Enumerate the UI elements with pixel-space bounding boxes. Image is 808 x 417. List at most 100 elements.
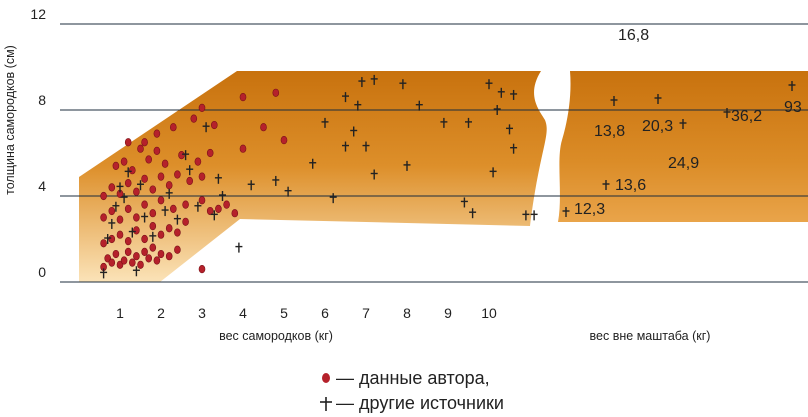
- other-source-point: [104, 234, 112, 244]
- y-gridlines: [60, 23, 808, 283]
- other-source-point: [485, 79, 493, 90]
- author-data-point: [133, 252, 140, 261]
- author-data-point: [165, 181, 173, 190]
- other-source-point: [370, 74, 378, 85]
- out-of-scale-label: 93: [784, 99, 802, 116]
- out-of-scale-point: [602, 180, 610, 190]
- other-source-point: [182, 150, 190, 161]
- author-data-point: [133, 226, 140, 235]
- author-data-point: [157, 172, 165, 181]
- y-tick-labels: 0 4 8 12: [30, 6, 46, 280]
- other-source-point: [530, 210, 538, 221]
- x-tick-label: 9: [444, 305, 452, 321]
- other-source-point: [186, 165, 194, 176]
- x-tick-label: 4: [239, 305, 247, 321]
- legend-dot-icon: [322, 373, 330, 383]
- x-tick-label: 2: [157, 305, 165, 321]
- out-of-scale-point: [654, 94, 662, 104]
- other-source-point: [141, 212, 149, 223]
- author-data-point: [141, 174, 148, 183]
- out-of-scale-label: 13,6: [615, 177, 646, 194]
- other-source-point: [272, 175, 280, 186]
- other-source-point: [489, 167, 497, 178]
- other-source-point: [342, 141, 349, 152]
- other-source-point: [350, 126, 358, 137]
- author-data-point: [124, 138, 132, 147]
- other-source-point: [493, 105, 501, 115]
- author-data-point: [272, 88, 280, 97]
- other-source-point: [460, 197, 468, 208]
- author-data-point: [137, 260, 144, 269]
- other-source-point: [465, 117, 472, 128]
- x-tick-label: 5: [280, 305, 288, 321]
- x-tick-label: 8: [403, 305, 411, 321]
- other-source-point: [128, 227, 136, 238]
- other-source-point: [247, 180, 255, 191]
- other-source-point: [165, 188, 173, 199]
- other-source-point: [415, 100, 423, 111]
- author-data-point: [198, 196, 206, 205]
- y-tick-label: 0: [38, 264, 46, 280]
- data-points: [100, 74, 538, 279]
- author-data-point: [165, 224, 173, 233]
- other-source-point: [161, 206, 169, 217]
- out-of-scale-point: [788, 81, 796, 91]
- out-of-scale-label: 24,9: [668, 155, 699, 172]
- other-source-point: [510, 143, 518, 154]
- author-data-point: [165, 252, 173, 261]
- out-of-scale-label: 12,3: [574, 201, 605, 218]
- author-data-point: [116, 230, 124, 239]
- x-tick-label: 7: [362, 305, 370, 321]
- x-axis-title: вес самородков (кг): [219, 329, 333, 343]
- other-source-point: [137, 180, 144, 191]
- other-source-point: [149, 231, 157, 242]
- author-data-point: [194, 157, 202, 166]
- out-of-scale-label: 16,8: [618, 27, 649, 44]
- other-source-point: [358, 77, 366, 88]
- other-source-point: [219, 191, 226, 201]
- author-data-point: [231, 209, 239, 218]
- author-data-point: [108, 234, 116, 244]
- author-data-point: [215, 204, 222, 213]
- other-source-point: [321, 117, 329, 128]
- author-data-point: [170, 123, 177, 132]
- author-data-point: [112, 161, 120, 170]
- author-data-point: [149, 222, 157, 231]
- other-source-point: [124, 167, 132, 178]
- author-data-point: [153, 256, 161, 265]
- author-data-point: [108, 206, 116, 216]
- author-data-point: [124, 247, 132, 256]
- other-source-point: [403, 160, 411, 171]
- author-data-point: [108, 183, 116, 192]
- author-data-point: [153, 146, 161, 155]
- author-data-point: [141, 200, 148, 209]
- author-data-point: [133, 187, 140, 196]
- author-data-point: [174, 170, 181, 179]
- other-source-point: [194, 201, 202, 212]
- other-source-point: [112, 201, 120, 212]
- other-source-point: [354, 100, 362, 111]
- author-data-point: [124, 204, 132, 213]
- out-of-scale-point: [562, 207, 570, 217]
- x-tick-label: 1: [116, 305, 124, 321]
- author-data-point: [145, 254, 152, 263]
- other-source-point: [116, 182, 124, 193]
- author-data-point: [280, 136, 288, 145]
- other-source-point: [522, 210, 530, 221]
- out-of-scale-label: 36,2: [731, 108, 762, 125]
- author-data-point: [129, 258, 136, 267]
- other-source-point: [202, 122, 210, 133]
- author-data-point: [141, 138, 148, 147]
- author-data-point: [153, 129, 161, 138]
- author-data-point: [198, 103, 206, 112]
- author-data-point: [120, 157, 128, 166]
- other-source-point: [329, 193, 337, 204]
- other-source-point: [210, 210, 218, 221]
- x-tick-label: 3: [198, 305, 206, 321]
- other-source-point: [132, 266, 140, 277]
- author-data-point: [206, 206, 214, 216]
- x-tick-label: 10: [481, 305, 497, 321]
- author-data-point: [178, 151, 185, 160]
- author-data-point: [239, 92, 247, 102]
- author-data-point: [124, 179, 132, 188]
